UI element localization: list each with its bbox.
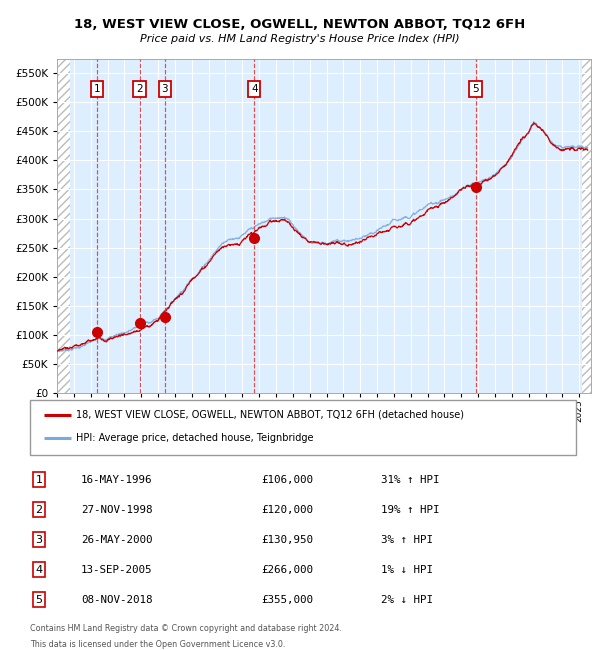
Text: 1: 1 <box>35 474 43 484</box>
Text: 18, WEST VIEW CLOSE, OGWELL, NEWTON ABBOT, TQ12 6FH: 18, WEST VIEW CLOSE, OGWELL, NEWTON ABBO… <box>74 18 526 31</box>
Text: 2: 2 <box>136 84 143 94</box>
Text: 27-NOV-1998: 27-NOV-1998 <box>81 504 152 515</box>
Text: £266,000: £266,000 <box>261 565 313 575</box>
Text: 2: 2 <box>35 504 43 515</box>
Text: £106,000: £106,000 <box>261 474 313 484</box>
FancyBboxPatch shape <box>30 400 576 455</box>
Text: 2% ↓ HPI: 2% ↓ HPI <box>381 595 433 604</box>
Text: 3% ↑ HPI: 3% ↑ HPI <box>381 534 433 545</box>
Text: £120,000: £120,000 <box>261 504 313 515</box>
Text: £130,950: £130,950 <box>261 534 313 545</box>
Text: 4: 4 <box>251 84 257 94</box>
Text: 19% ↑ HPI: 19% ↑ HPI <box>381 504 439 515</box>
Text: 4: 4 <box>35 565 43 575</box>
Text: 26-MAY-2000: 26-MAY-2000 <box>81 534 152 545</box>
Bar <box>582 58 591 393</box>
Text: 1: 1 <box>94 84 100 94</box>
Text: 18, WEST VIEW CLOSE, OGWELL, NEWTON ABBOT, TQ12 6FH (detached house): 18, WEST VIEW CLOSE, OGWELL, NEWTON ABBO… <box>76 410 464 420</box>
Text: 13-SEP-2005: 13-SEP-2005 <box>81 565 152 575</box>
Bar <box>57 58 70 393</box>
Text: 5: 5 <box>35 595 43 604</box>
Text: 3: 3 <box>161 84 168 94</box>
Text: 5: 5 <box>472 84 479 94</box>
Text: HPI: Average price, detached house, Teignbridge: HPI: Average price, detached house, Teig… <box>76 434 314 443</box>
Text: 16-MAY-1996: 16-MAY-1996 <box>81 474 152 484</box>
Text: 1% ↓ HPI: 1% ↓ HPI <box>381 565 433 575</box>
Text: This data is licensed under the Open Government Licence v3.0.: This data is licensed under the Open Gov… <box>30 640 286 649</box>
Text: Price paid vs. HM Land Registry's House Price Index (HPI): Price paid vs. HM Land Registry's House … <box>140 34 460 44</box>
Text: 3: 3 <box>35 534 43 545</box>
Text: Contains HM Land Registry data © Crown copyright and database right 2024.: Contains HM Land Registry data © Crown c… <box>30 624 342 633</box>
Text: 08-NOV-2018: 08-NOV-2018 <box>81 595 152 604</box>
Text: 31% ↑ HPI: 31% ↑ HPI <box>381 474 439 484</box>
Text: £355,000: £355,000 <box>261 595 313 604</box>
